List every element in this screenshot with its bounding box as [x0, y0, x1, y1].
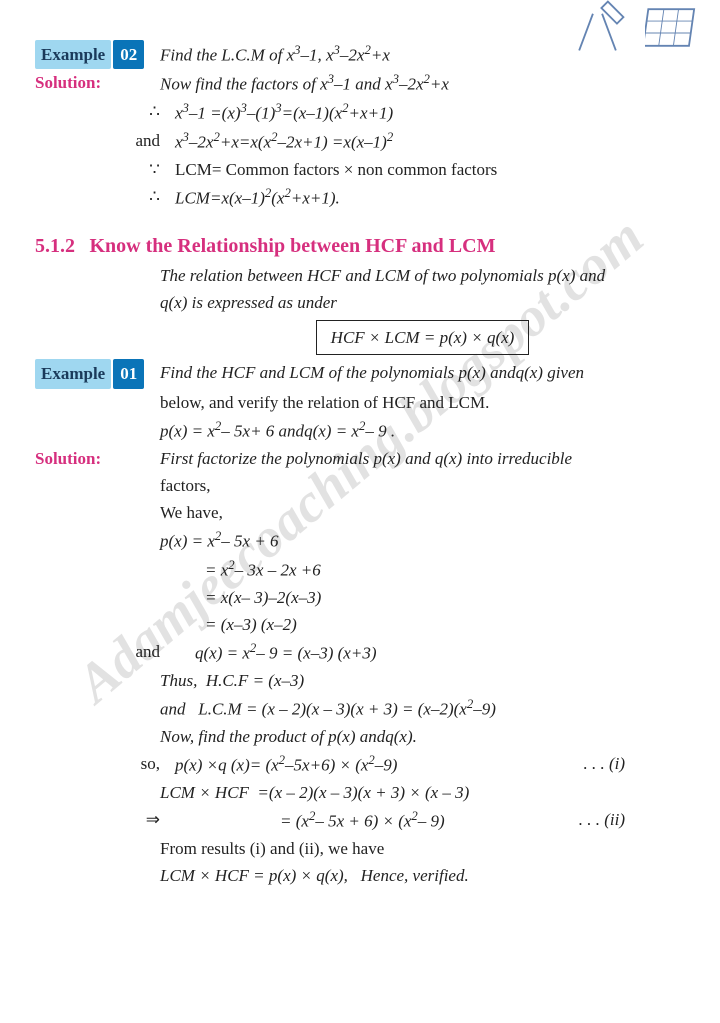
solution-01-l6: = x(x– 3)–2(x–3) [160, 584, 685, 611]
solution-01-l13: LCM × HCF =(x – 2)(x – 3)(x + 3) × (x – … [160, 779, 685, 806]
section-number: 5.1.2 [35, 235, 75, 257]
solution-02: Solution: Now find the factors of x3–1 a… [35, 69, 685, 98]
solution-label: Solution: [35, 73, 101, 92]
example-01-header: Example01 Find the HCF and LCM of the po… [35, 359, 685, 388]
solution-01-l14: = (x2– 5x + 6) × (x2– 9) . . . (ii) [175, 806, 685, 835]
eqn-i: . . . (i) [583, 750, 625, 779]
therefore-symbol: ∴ [35, 98, 175, 125]
example-01-prompt1: Find the HCF and LCM of the polynomials … [160, 359, 685, 386]
solution-01-l15: From results (i) and (ii), we have [160, 835, 685, 862]
section-intro-2: q(x) is expressed as under [160, 289, 685, 316]
solution-01-l16: LCM × HCF = p(x) × q(x), Hence, verified… [160, 862, 685, 889]
arrow-symbol: ⇒ [35, 806, 175, 833]
solution-01-l9: Thus, H.C.F = (x–3) [160, 667, 685, 694]
solution-02-line3: x3–2x2+x=x(x2–2x+1) =x(x–1)2 [175, 127, 685, 156]
solution-label-01: Solution: [35, 449, 101, 468]
example-02-prompt: Find the L.C.M of x3–1, x3–2x2+x [160, 40, 685, 69]
solution-01-l5: = x2– 3x – 2x +6 [160, 555, 685, 584]
example-badge-01: Example [35, 359, 111, 388]
solution-01-l8: q(x) = x2– 9 = (x–3) (x+3) [175, 638, 685, 667]
solution-01-l2: factors, [160, 472, 685, 499]
solution-01-l12: p(x) ×q (x)= (x2–5x+6) × (x2–9) . . . (i… [175, 750, 685, 779]
solution-02-line2: x3–1 =(x)3–(1)3=(x–1)(x2+x+1) [175, 98, 685, 127]
section-heading: 5.1.2 Know the Relationship between HCF … [35, 230, 685, 262]
solution-02-line1: Now find the factors of x3–1 and x3–2x2+… [160, 69, 685, 98]
solution-01-l11: Now, find the product of p(x) andq(x). [160, 723, 685, 750]
solution-01: Solution: First factorize the polynomial… [35, 445, 685, 472]
section-title: Know the Relationship between HCF and LC… [90, 235, 496, 257]
solution-01-l3: We have, [160, 499, 685, 526]
solution-01-l4: p(x) = x2– 5x + 6 [160, 526, 685, 555]
example-number-01: 01 [113, 359, 144, 388]
example-01-prompt2: below, and verify the relation of HCF an… [160, 389, 685, 416]
so-label: so, [35, 750, 175, 777]
example-02-header: Example02 Find the L.C.M of x3–1, x3–2x2… [35, 40, 685, 69]
solution-02-line4: LCM= Common factors × non common factors [175, 156, 685, 183]
example-01-given: p(x) = x2– 5x+ 6 andq(x) = x2– 9 . [160, 416, 685, 445]
solution-01-l10: and L.C.M = (x – 2)(x – 3)(x + 3) = (x–2… [160, 694, 685, 723]
example-number: 02 [113, 40, 144, 69]
solution-02-line5: LCM=x(x–1)2(x2+x+1). [175, 183, 685, 212]
page-content: Example02 Find the L.C.M of x3–1, x3–2x2… [35, 40, 685, 889]
and-label: and [35, 127, 175, 154]
and-label-2: and [35, 638, 175, 665]
therefore-symbol-2: ∴ [35, 183, 175, 210]
eqn-ii: . . . (ii) [579, 806, 625, 835]
solution-01-l7: = (x–3) (x–2) [160, 611, 685, 638]
solution-01-l1: First factorize the polynomials p(x) and… [160, 445, 685, 472]
section-formula-box: HCF × LCM = p(x) × q(x) [160, 316, 685, 359]
example-badge: Example [35, 40, 111, 69]
because-symbol: ∵ [35, 156, 175, 183]
boxed-formula: HCF × LCM = p(x) × q(x) [316, 320, 530, 355]
section-intro-1: The relation between HCF and LCM of two … [160, 262, 685, 289]
